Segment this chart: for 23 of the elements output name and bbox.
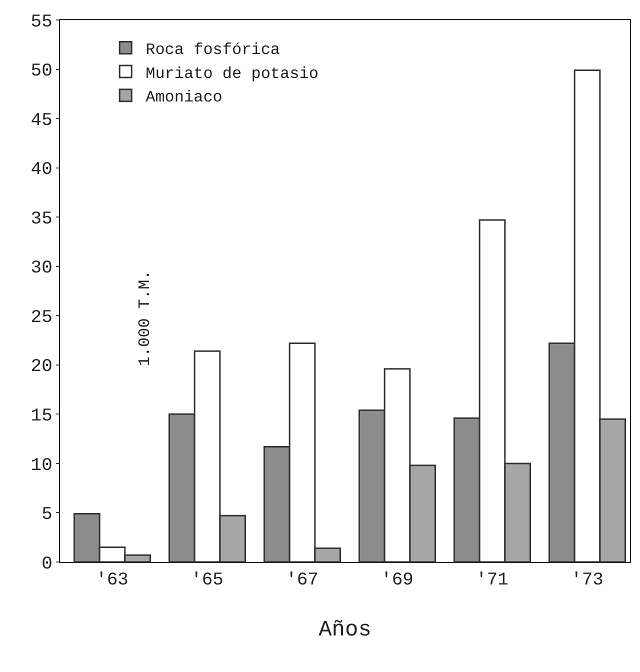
legend-label: Amoniaco [146,88,222,107]
x-tick-label: '67 [286,570,318,591]
x-tick-label: '65 [191,570,224,591]
y-tick-label: 50 [30,62,52,82]
x-tick-label: '73 [571,570,604,591]
y-tick-label: 5 [42,505,52,526]
y-tick-label: 15 [30,406,52,426]
y-axis-title: 1.000 T.M. [136,270,154,366]
y-tick-label: 55 [30,12,52,32]
x-tick-label: '69 [381,570,414,591]
y-tick-label: 10 [30,456,52,476]
y-tick-label: 40 [30,160,52,180]
legend-label: Roca fosfórica [146,40,280,59]
y-tick-label: 30 [30,258,52,279]
x-tick-label: '63 [96,570,128,591]
y-tick-label: 20 [30,357,52,378]
y-tick-label: 45 [30,110,52,131]
y-tick-label: 25 [30,308,52,328]
x-axis-title: Años [318,618,372,642]
legend-label: Muriato de potasio [146,64,318,83]
x-tick-label: '71 [476,570,508,591]
y-tick-label: 35 [30,209,52,230]
y-tick-label: 0 [42,554,52,574]
